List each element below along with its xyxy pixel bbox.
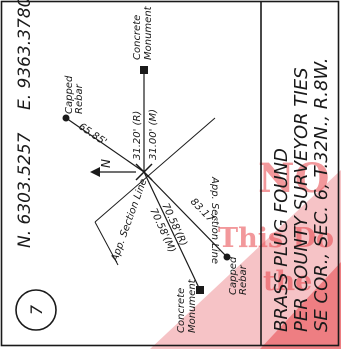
lower-capped-rebar-marker — [223, 253, 231, 261]
north-arrow: N — [90, 159, 136, 177]
lower-monument-label-2: Monument — [187, 278, 198, 333]
lower-capped-label-1: Capped — [228, 256, 239, 295]
watermark-big-text: NO — [258, 155, 329, 202]
watermark-band-inner — [260, 262, 341, 349]
upper-concrete-monument-marker — [140, 66, 148, 74]
caption-line3: SE COR., SEC. 6, T.32N., R.8W. — [311, 58, 332, 332]
bearing-r: 31.20' (R) — [132, 111, 143, 160]
watermark-line2: the — [263, 266, 312, 297]
tie-to-lower-capped — [143, 171, 228, 258]
caption-line1: BRASS PLUG FOUND — [271, 148, 292, 332]
section-line-label-right: App. Section Line — [209, 176, 220, 264]
section-line — [94, 117, 216, 223]
upper-monument-label-1: Concrete — [132, 15, 143, 60]
upper-capped-rebar-marker — [62, 114, 70, 122]
easting-label: E. 9363.3780 — [15, 0, 35, 110]
watermark: NO This Do the — [150, 155, 341, 349]
tie-to-upper-capped — [65, 117, 145, 173]
section-line-label-left: App. Section Line — [109, 177, 149, 264]
section-line-left — [94, 221, 119, 266]
lower-concrete-monument-marker — [196, 286, 204, 294]
watermark-line1: This Do — [218, 223, 334, 254]
lower-monument-label-1: Concrete — [176, 288, 187, 333]
detail-number: 7 — [27, 304, 46, 315]
bearing-m: 31.00' (M) — [148, 109, 159, 160]
watermark-band — [150, 170, 341, 349]
northing-label: N. 6303.5257 — [15, 132, 35, 248]
dist-capped-upper: 65.85' — [76, 121, 108, 148]
upper-capped-label-2: Rebar — [74, 83, 85, 114]
lower-capped-label-2: Rebar — [238, 264, 249, 295]
upper-monument-label-2: Monument — [143, 5, 154, 60]
upper-capped-label-1: Capped — [64, 75, 75, 114]
detail-number-circle — [15, 289, 57, 331]
caption-line2: PER COUNTY SURVEYOR TIES — [291, 67, 312, 332]
north-label: N — [99, 159, 113, 168]
tie-to-lower-monument — [143, 171, 201, 291]
